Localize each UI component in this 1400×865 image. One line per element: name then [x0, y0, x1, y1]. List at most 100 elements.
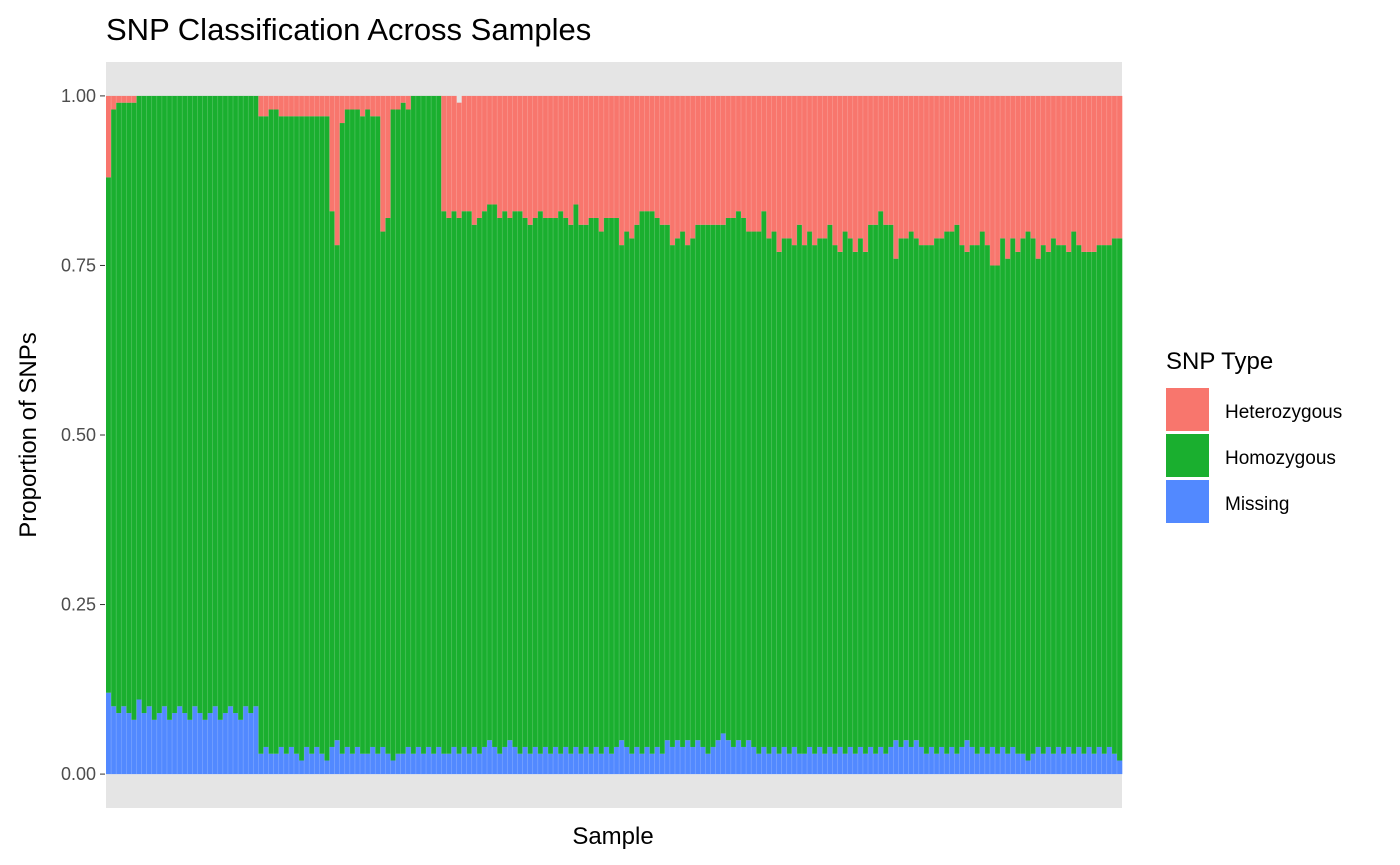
bar-homozygous — [197, 95, 203, 714]
bar-missing — [812, 753, 818, 775]
bar-missing — [995, 753, 1001, 775]
bar-missing — [502, 746, 508, 775]
bar-heterozygous — [598, 95, 605, 232]
bar-missing — [420, 753, 427, 775]
bar-homozygous — [827, 224, 833, 747]
bar-homozygous — [106, 177, 112, 693]
bar-homozygous — [614, 217, 620, 747]
bar-heterozygous — [603, 95, 610, 218]
bar-homozygous — [522, 217, 528, 747]
bar-heterozygous — [705, 95, 711, 225]
bar-homozygous — [217, 95, 224, 720]
bar-missing — [664, 740, 671, 775]
bar-homozygous — [329, 211, 335, 747]
bar-missing — [781, 746, 788, 775]
bar-homozygous — [837, 251, 843, 747]
bar-heterozygous — [893, 95, 899, 259]
bar-missing — [695, 740, 701, 775]
bar-missing — [542, 746, 549, 775]
bar-heterozygous — [324, 95, 330, 117]
bar-heterozygous — [756, 95, 762, 232]
bar-missing — [527, 753, 534, 775]
bar-homozygous — [207, 95, 213, 714]
bar-homozygous — [984, 245, 991, 754]
bar-missing — [446, 753, 452, 775]
bar-missing — [908, 746, 915, 775]
bar-homozygous — [268, 109, 274, 754]
bar-homozygous — [619, 245, 625, 741]
bar-missing — [928, 746, 935, 775]
bar-heterozygous — [111, 95, 117, 110]
bar-homozygous — [1111, 238, 1118, 754]
bar-heterozygous — [1015, 95, 1021, 252]
bar-homozygous — [634, 224, 640, 747]
bar-missing — [314, 746, 320, 775]
bar-missing — [654, 746, 661, 775]
bar-homozygous — [1020, 238, 1026, 754]
bar-heterozygous — [106, 95, 112, 178]
bar-missing — [634, 746, 640, 775]
bar-missing — [537, 753, 544, 775]
bar-missing — [131, 719, 137, 775]
bar-missing — [227, 706, 234, 775]
bar-heterozygous — [883, 95, 889, 225]
bar-missing — [669, 746, 676, 775]
bar-heterozygous — [807, 95, 813, 232]
bar-heterozygous — [385, 95, 391, 218]
bar-missing — [974, 753, 981, 775]
bar-missing — [111, 706, 117, 775]
bar-heterozygous — [121, 95, 127, 103]
bar-missing — [329, 746, 335, 775]
bar-missing — [222, 713, 229, 775]
bar-missing — [1091, 753, 1097, 775]
bar-missing — [349, 753, 356, 775]
bar-missing — [715, 740, 721, 775]
bar-missing — [466, 753, 473, 775]
legend: SNP Type Heterozygous Homozygous Missing — [1166, 348, 1342, 523]
bar-heterozygous — [1005, 95, 1011, 259]
bar-heterozygous — [934, 95, 940, 239]
bar-heterozygous — [1066, 95, 1072, 252]
bar-missing — [354, 746, 361, 775]
bar-missing — [578, 753, 584, 775]
bar-heterozygous — [766, 95, 772, 239]
bar-heterozygous — [461, 95, 467, 212]
bar-missing — [949, 746, 955, 775]
bar-heterozygous — [568, 95, 574, 225]
bar-heterozygous — [288, 95, 295, 117]
bar-heterozygous — [725, 95, 732, 218]
bar-homozygous — [441, 211, 447, 754]
bar-heterozygous — [471, 95, 478, 225]
bar-homozygous — [187, 95, 193, 720]
bar-missing — [614, 746, 620, 775]
bar-homozygous — [918, 245, 925, 747]
bar-missing — [451, 746, 457, 775]
bar-heterozygous — [751, 95, 757, 232]
bar-homozygous — [375, 116, 381, 754]
bar-homozygous — [898, 238, 904, 747]
bar-homozygous — [309, 116, 315, 754]
bar-homozygous — [664, 224, 671, 741]
bar-missing — [619, 740, 625, 775]
bar-homozygous — [339, 123, 346, 754]
bar-missing — [989, 746, 996, 775]
bar-missing — [801, 753, 808, 775]
bar-homozygous — [476, 217, 483, 754]
bar-missing — [730, 746, 737, 775]
bar-homozygous — [136, 95, 142, 700]
bar-homozygous — [212, 95, 219, 707]
bar-missing — [1111, 753, 1118, 775]
bar-homozygous — [847, 238, 854, 747]
bar-heterozygous — [532, 95, 539, 218]
bar-missing — [441, 753, 447, 775]
bar-homozygous — [928, 245, 935, 747]
bar-heterozygous — [1050, 95, 1057, 239]
bar-heterozygous — [995, 95, 1001, 266]
bar-missing — [1066, 746, 1072, 775]
bar-homozygous — [1076, 245, 1082, 747]
bar-homozygous — [151, 95, 158, 720]
bar-missing — [705, 753, 711, 775]
bar-homozygous — [944, 231, 950, 754]
y-axis: 0.00 0.25 0.50 0.75 1.00 — [61, 86, 105, 784]
bar-missing — [1116, 760, 1123, 775]
